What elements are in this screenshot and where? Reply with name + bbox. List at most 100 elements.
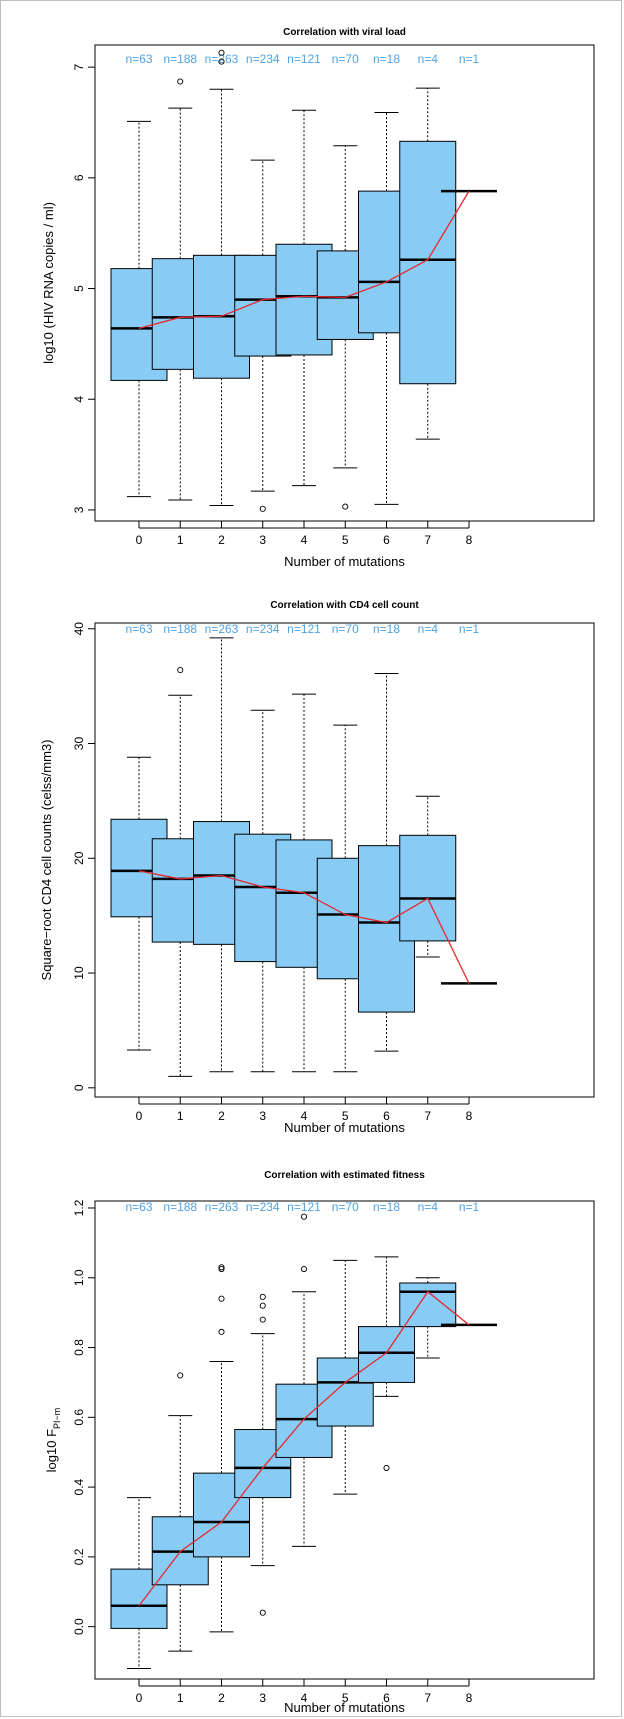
- panel-3-outlier-point: [218, 1328, 225, 1335]
- panel-2-x-tick-label: 3: [259, 1109, 266, 1123]
- panel-1-sample-size-label: n=188: [163, 52, 197, 66]
- panel-2-x-tick-label: 8: [466, 1109, 473, 1123]
- panel-1-x-tick-label: 3: [259, 533, 266, 547]
- panel-1-outlier-point: [218, 49, 225, 56]
- panel-2-box-7: [399, 834, 457, 942]
- panel-1-y-axis-label: log10 (HIV RNA copies / ml): [41, 202, 56, 364]
- panel-3-outlier-point: [300, 1265, 308, 1273]
- panel-3-x-tick-label: 0: [136, 1691, 143, 1705]
- panel-3-outlier-point: [218, 1265, 225, 1273]
- panel-3-x-tick-label: 7: [424, 1691, 431, 1705]
- panel-3-chart-title: Correlation with estimated fitness: [264, 1170, 425, 1181]
- panel-1-sample-size-label: n=18: [373, 52, 400, 66]
- panel-2-x-tick-label: 7: [424, 1109, 431, 1123]
- panel-3-sample-size-label: n=188: [163, 1200, 197, 1214]
- panel-1-outlier-point: [259, 505, 266, 512]
- panel-2-y-axis-label: Square−root CD4 cell counts (celss/mm3): [39, 740, 54, 981]
- panel-3-y-tick-label: 0.8: [72, 1339, 86, 1356]
- panel-1-x-tick-label: 7: [424, 533, 431, 547]
- panel-1-sample-size-label: n=121: [287, 52, 321, 66]
- panel-3-sample-size-label: n=121: [287, 1200, 321, 1214]
- panel-2-plot-frame: [94, 622, 595, 1098]
- panel-1-x-tick-label: 6: [383, 533, 390, 547]
- panel-2-x-tick-label: 4: [301, 1109, 308, 1123]
- panel-3-box-2: [193, 1472, 250, 1558]
- panel-2-sample-size-label: n=18: [373, 622, 400, 636]
- panel-2-x-axis-label: Number of mutations: [284, 1120, 405, 1135]
- panel-3-outlier-point: [218, 1264, 225, 1271]
- panel-1-y-tick-label: 3: [72, 506, 86, 513]
- panel-1-x-tick-label: 4: [301, 533, 308, 547]
- panel-1-y-axis-label-main: log10 (HIV RNA copies / ml): [41, 202, 56, 364]
- panel-3-x-tick-label: 6: [383, 1691, 390, 1705]
- panel-1-sample-size-label: n=70: [332, 52, 359, 66]
- panel-3-sample-size-label: n=70: [332, 1200, 359, 1214]
- panel-2-median-trend-line: [138, 870, 470, 984]
- panel-3-y-axis-label-subscript: PI−m: [52, 1408, 62, 1429]
- panel-2-chart-title: Correlation with CD4 cell count: [270, 600, 419, 611]
- panel-3-outlier-point: [218, 1295, 225, 1302]
- panel-3-box-6: [358, 1326, 415, 1383]
- panel-3-sample-size-label: n=234: [246, 1200, 280, 1214]
- panel-3-y-tick-label: 0.0: [72, 1618, 86, 1635]
- panel-2-x-tick-label: 5: [342, 1109, 349, 1123]
- panel-1-sample-size-label: n=234: [246, 52, 280, 66]
- panel-2-x-tick-label: 2: [218, 1109, 225, 1123]
- panel-1-x-tick-label: 8: [466, 533, 473, 547]
- panel-2-sample-size-label: n=263: [205, 622, 239, 636]
- panel-3-x-tick-label: 3: [259, 1691, 266, 1705]
- panel-1-x-tick-label: 1: [177, 533, 184, 547]
- panel-1-median-trend-line: [138, 190, 470, 330]
- panel-3-outlier-point: [177, 1372, 184, 1379]
- panel-2-sample-size-label: n=234: [246, 622, 280, 636]
- panel-3-y-tick-label: 1.0: [72, 1269, 86, 1286]
- panel-1-sample-size-label: n=63: [125, 52, 152, 66]
- panel-1-plot-frame: [94, 44, 595, 522]
- panel-1-sample-size-label: n=1: [459, 52, 480, 66]
- panel-3-sample-size-label: n=4: [418, 1200, 439, 1214]
- panel-2-y-tick-label: 0: [72, 1084, 86, 1091]
- panel-3-x-tick-label: 5: [342, 1691, 349, 1705]
- panel-3-x-axis-label: Number of mutations: [284, 1700, 405, 1715]
- panel-2-sample-size-label: n=63: [125, 622, 152, 636]
- panel-1-x-tick-label: 0: [136, 533, 143, 547]
- panel-2-sample-size-label: n=1: [459, 622, 480, 636]
- panel-3-y-axis-label-main: log10 F: [44, 1429, 59, 1472]
- panel-3-y-tick-label: 0.2: [72, 1548, 86, 1565]
- panel-2-sample-size-label: n=121: [287, 622, 321, 636]
- panel-3-outlier-point: [259, 1293, 266, 1300]
- panel-1-x-tick-label: 5: [342, 533, 349, 547]
- panel-3-y-axis-label: log10 FPI−m: [44, 1408, 62, 1473]
- panel-3-outlier-point: [300, 1213, 308, 1220]
- panel-2-y-tick-label: 40: [72, 622, 86, 636]
- panel-3-sample-size-label: n=263: [205, 1200, 239, 1214]
- panel-3-x-tick-label: 4: [301, 1691, 308, 1705]
- panel-2-y-tick-label: 10: [72, 966, 86, 980]
- panel-2-x-tick-label: 6: [383, 1109, 390, 1123]
- panel-2-y-tick-label: 30: [72, 737, 86, 751]
- panel-2-y-axis-label-main: Square−root CD4 cell counts (celss/mm3): [39, 740, 54, 981]
- panel-2-y-tick-label: 20: [72, 851, 86, 865]
- panel-3-outlier-point: [383, 1464, 390, 1471]
- panel-2-outlier-point: [177, 667, 184, 674]
- panel-2-sample-size-label: n=70: [332, 622, 359, 636]
- panel-3-sample-size-label: n=63: [125, 1200, 152, 1214]
- panel-2-x-tick-label: 0: [136, 1109, 143, 1123]
- panel-1-outlier-point: [218, 58, 225, 65]
- panel-1-y-tick-label: 6: [72, 174, 86, 181]
- panel-3-x-tick-label: 2: [218, 1691, 225, 1705]
- panel-3-sample-size-label: n=18: [373, 1200, 400, 1214]
- panel-1-outlier-point: [342, 503, 349, 510]
- panel-1-outlier-point: [177, 78, 184, 85]
- panel-3-y-tick-label: 1.2: [72, 1199, 86, 1216]
- panel-2-sample-size-label: n=4: [418, 622, 439, 636]
- panel-1-chart-title: Correlation with viral load: [283, 27, 406, 38]
- panel-1-y-tick-label: 5: [72, 285, 86, 292]
- panel-3-y-tick-label: 0.6: [72, 1409, 86, 1426]
- panel-1-y-tick-label: 4: [72, 396, 86, 403]
- panel-1-box-7: [399, 140, 457, 385]
- panel-3-plot-frame: [94, 1200, 595, 1680]
- panel-2-x-tick-label: 1: [177, 1109, 184, 1123]
- panel-3-median-trend-line: [138, 1290, 470, 1607]
